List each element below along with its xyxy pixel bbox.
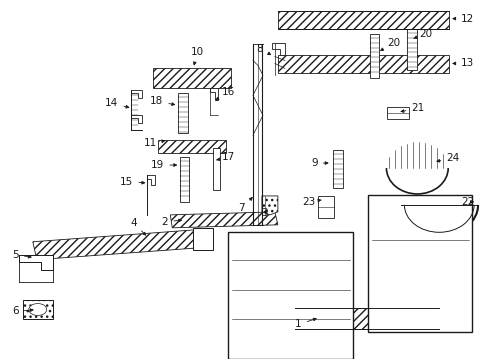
Polygon shape (147, 175, 155, 185)
Text: 8: 8 (256, 44, 270, 55)
Text: 22: 22 (461, 197, 474, 207)
Text: 15: 15 (120, 177, 145, 187)
Text: 24: 24 (437, 153, 460, 163)
Polygon shape (19, 255, 53, 270)
Bar (439, 305, 451, 332)
Polygon shape (210, 88, 218, 100)
Text: 13: 13 (453, 58, 474, 68)
Text: 5: 5 (12, 250, 31, 260)
Text: 4: 4 (130, 218, 146, 235)
Text: 12: 12 (453, 14, 474, 24)
Bar (333, 150, 343, 188)
Bar (388, 107, 409, 119)
Text: 9: 9 (311, 158, 328, 168)
Ellipse shape (29, 303, 47, 315)
Bar (295, 307, 439, 329)
Bar (228, 232, 353, 359)
Polygon shape (33, 230, 200, 260)
Bar (178, 93, 188, 133)
Bar (278, 55, 449, 73)
Text: 2: 2 (162, 217, 181, 227)
Text: 19: 19 (151, 160, 176, 170)
Bar (193, 228, 213, 250)
Polygon shape (171, 212, 278, 228)
Text: 20: 20 (381, 37, 400, 50)
Polygon shape (131, 90, 143, 98)
Polygon shape (23, 300, 53, 319)
Text: 1: 1 (295, 318, 316, 329)
Polygon shape (272, 42, 285, 55)
Bar (368, 195, 472, 332)
Bar (278, 11, 449, 28)
Text: 21: 21 (401, 103, 425, 113)
Text: 6: 6 (12, 306, 33, 316)
Text: 23: 23 (302, 197, 321, 207)
Text: 11: 11 (144, 138, 165, 148)
Text: 7: 7 (238, 198, 252, 213)
Text: 14: 14 (105, 98, 129, 108)
Bar (213, 148, 220, 190)
Text: 3: 3 (262, 208, 268, 218)
Text: 20: 20 (414, 28, 433, 39)
Bar (153, 68, 231, 88)
Text: 16: 16 (216, 87, 235, 100)
Polygon shape (262, 196, 278, 215)
Polygon shape (131, 115, 143, 123)
Bar (158, 140, 226, 153)
Text: 18: 18 (150, 96, 174, 106)
Bar (369, 33, 379, 78)
Bar (318, 196, 334, 218)
Bar (407, 28, 417, 71)
Text: 10: 10 (191, 48, 204, 65)
Bar (180, 157, 189, 202)
Text: 17: 17 (217, 152, 235, 162)
